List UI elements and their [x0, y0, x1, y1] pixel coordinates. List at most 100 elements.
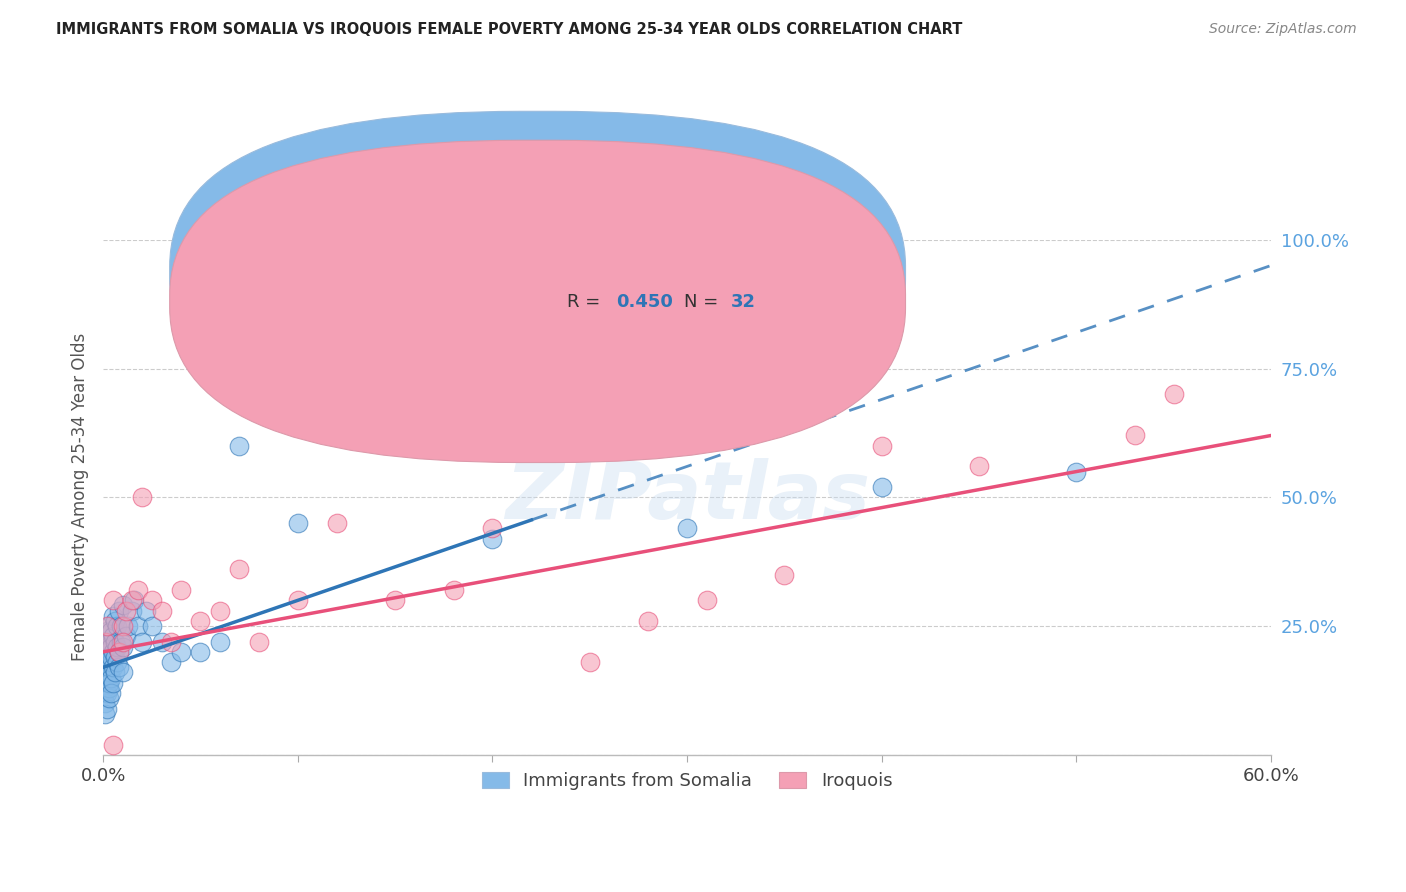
Point [443, 582, 465, 597]
Point [96, 675, 118, 690]
Point [1163, 387, 1185, 401]
Text: N =: N = [683, 265, 724, 283]
Point [105, 640, 128, 654]
Point [481, 532, 503, 546]
Text: N =: N = [683, 293, 724, 310]
Text: 73: 73 [730, 265, 755, 283]
Point [115, 629, 138, 643]
Point [160, 655, 183, 669]
Point [121, 593, 143, 607]
Point [696, 593, 718, 607]
Point [107, 604, 129, 618]
Point [98, 619, 121, 633]
Point [190, 645, 212, 659]
Point [100, 624, 122, 639]
Point [98, 691, 121, 706]
Point [131, 634, 153, 648]
Point [98, 634, 121, 648]
Point [773, 567, 796, 582]
Point [98, 675, 121, 690]
Point [287, 593, 309, 607]
Point [1066, 465, 1088, 479]
Point [208, 604, 231, 618]
Point [101, 738, 124, 752]
Point [98, 650, 121, 665]
Point [247, 634, 270, 648]
Legend: Immigrants from Somalia, Iroquois: Immigrants from Somalia, Iroquois [475, 764, 900, 797]
Point [94, 706, 117, 721]
Point [228, 562, 250, 576]
Point [94, 681, 117, 695]
Point [208, 634, 231, 648]
FancyBboxPatch shape [501, 247, 834, 317]
Point [141, 619, 163, 633]
Point [870, 480, 893, 494]
Point [94, 634, 117, 648]
Point [101, 660, 124, 674]
Point [121, 604, 143, 618]
Point [94, 686, 117, 700]
FancyBboxPatch shape [170, 112, 905, 434]
Point [104, 634, 127, 648]
Point [127, 619, 149, 633]
Point [1123, 428, 1146, 442]
Point [100, 650, 122, 665]
Point [101, 593, 124, 607]
Point [111, 599, 134, 613]
Point [96, 640, 118, 654]
Point [325, 516, 347, 530]
Point [96, 660, 118, 674]
Point [110, 619, 132, 633]
Point [637, 614, 659, 628]
Point [578, 655, 600, 669]
Point [96, 686, 118, 700]
Point [124, 593, 146, 607]
Point [107, 660, 129, 674]
Point [170, 582, 193, 597]
Text: ZIPatlas: ZIPatlas [505, 458, 870, 536]
Point [131, 491, 153, 505]
Text: Source: ZipAtlas.com: Source: ZipAtlas.com [1209, 22, 1357, 37]
Point [481, 521, 503, 535]
Point [101, 629, 124, 643]
Point [117, 619, 139, 633]
Point [107, 645, 129, 659]
Point [676, 521, 699, 535]
Point [96, 619, 118, 633]
Point [94, 671, 117, 685]
Point [111, 634, 134, 648]
Point [170, 645, 193, 659]
Point [100, 640, 122, 654]
Point [96, 645, 118, 659]
Point [967, 459, 990, 474]
Point [100, 686, 122, 700]
Point [190, 614, 212, 628]
Text: 0.450: 0.450 [616, 293, 672, 310]
Point [141, 593, 163, 607]
Point [98, 665, 121, 680]
Point [96, 634, 118, 648]
Point [105, 619, 128, 633]
Point [101, 608, 124, 623]
Point [96, 655, 118, 669]
Point [94, 660, 117, 674]
Point [110, 634, 132, 648]
Point [100, 671, 122, 685]
Point [94, 697, 117, 711]
Point [94, 655, 117, 669]
Text: 0.531: 0.531 [616, 265, 672, 283]
Point [111, 640, 134, 654]
Point [94, 645, 117, 659]
Point [160, 634, 183, 648]
Text: IMMIGRANTS FROM SOMALIA VS IROQUOIS FEMALE POVERTY AMONG 25-34 YEAR OLDS CORRELA: IMMIGRANTS FROM SOMALIA VS IROQUOIS FEMA… [56, 22, 963, 37]
Point [150, 634, 173, 648]
Point [135, 604, 157, 618]
Point [100, 655, 122, 669]
Y-axis label: Female Poverty Among 25-34 Year Olds: Female Poverty Among 25-34 Year Olds [72, 334, 89, 662]
Point [115, 604, 138, 618]
Point [150, 604, 173, 618]
Point [98, 681, 121, 695]
Point [228, 439, 250, 453]
Point [101, 645, 124, 659]
Point [105, 655, 128, 669]
